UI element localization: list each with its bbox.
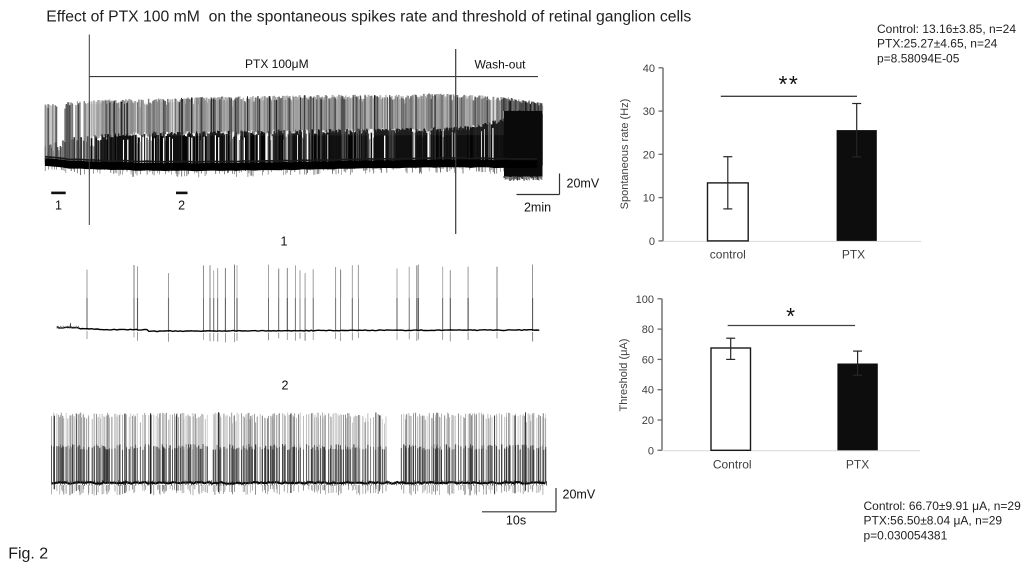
- svg-text:Threshold (μA): Threshold (μA): [618, 339, 630, 412]
- svg-text:PTX: PTX: [842, 247, 865, 261]
- svg-text:20mV: 20mV: [567, 177, 600, 191]
- svg-text:PTX 100μM: PTX 100μM: [245, 57, 309, 71]
- svg-text:*: *: [786, 303, 796, 329]
- svg-text:PTX:56.50±8.04 μA, n=29: PTX:56.50±8.04 μA, n=29: [864, 514, 1003, 528]
- svg-text:p=8.58094E-05: p=8.58094E-05: [877, 51, 960, 65]
- svg-text:10: 10: [643, 193, 655, 205]
- svg-text:Spontaneous rate (Hz): Spontaneous rate (Hz): [619, 99, 631, 210]
- svg-text:0: 0: [649, 236, 655, 248]
- svg-text:PTX:25.27±4.65, n=24: PTX:25.27±4.65, n=24: [877, 37, 998, 51]
- svg-text:20: 20: [643, 149, 655, 161]
- svg-text:30: 30: [643, 106, 655, 118]
- svg-text:Fig. 2: Fig. 2: [8, 546, 48, 563]
- svg-text:60: 60: [642, 354, 654, 366]
- svg-text:1: 1: [55, 199, 62, 213]
- svg-text:20mV: 20mV: [563, 488, 596, 502]
- svg-text:p=0.030054381: p=0.030054381: [864, 528, 948, 542]
- svg-text:control: control: [710, 247, 746, 261]
- svg-text:2: 2: [282, 379, 289, 393]
- svg-text:40: 40: [642, 385, 654, 397]
- svg-text:0: 0: [648, 445, 654, 457]
- svg-text:Effect of PTX 100 mM on the s: Effect of PTX 100 mM on the spontaneous …: [46, 9, 691, 26]
- svg-text:2min: 2min: [524, 201, 551, 215]
- svg-text:Control: 13.16±3.85, n=24: Control: 13.16±3.85, n=24: [877, 22, 1016, 36]
- svg-text:40: 40: [643, 63, 655, 75]
- svg-text:Control: 66.70±9.91 μA, n=29: Control: 66.70±9.91 μA, n=29: [864, 499, 1022, 513]
- svg-text:1: 1: [281, 235, 288, 249]
- svg-text:2: 2: [178, 199, 185, 213]
- svg-text:10s: 10s: [506, 514, 526, 528]
- svg-text:PTX: PTX: [846, 458, 869, 472]
- svg-text:20: 20: [642, 415, 654, 427]
- svg-text:**: **: [778, 71, 799, 97]
- svg-text:Control: Control: [713, 458, 752, 472]
- svg-text:80: 80: [642, 324, 654, 336]
- svg-text:Wash-out: Wash-out: [475, 58, 527, 72]
- svg-text:100: 100: [636, 294, 654, 306]
